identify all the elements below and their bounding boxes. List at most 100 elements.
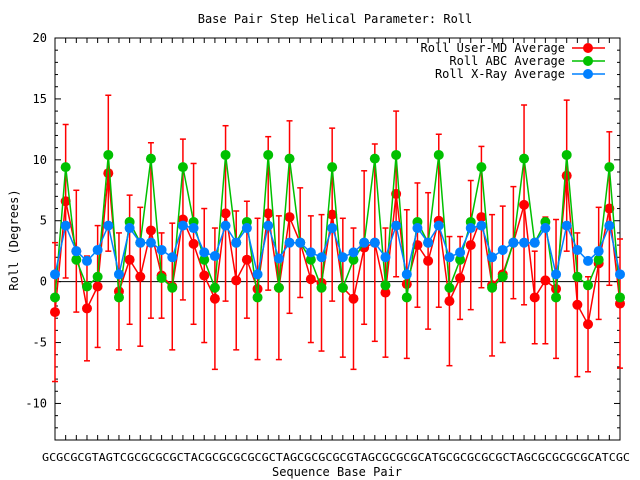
data-point xyxy=(583,319,594,330)
data-point xyxy=(284,212,295,223)
data-point xyxy=(519,153,530,164)
data-point xyxy=(444,296,455,307)
data-point xyxy=(220,208,231,219)
data-point xyxy=(209,293,220,304)
data-point xyxy=(455,272,466,283)
data-point xyxy=(369,153,380,164)
data-point xyxy=(92,271,103,282)
chart-title: Base Pair Step Helical Parameter: Roll xyxy=(198,12,473,26)
data-point xyxy=(529,292,540,303)
data-point xyxy=(60,162,71,173)
data-point xyxy=(188,223,199,234)
data-point xyxy=(583,280,594,291)
data-point xyxy=(433,220,444,231)
data-point xyxy=(561,220,572,231)
data-point xyxy=(455,247,466,258)
data-point xyxy=(135,271,146,282)
data-point xyxy=(551,269,562,280)
data-point xyxy=(145,225,156,236)
data-point xyxy=(444,252,455,263)
data-point xyxy=(92,244,103,255)
data-point xyxy=(113,269,124,280)
data-point xyxy=(391,220,402,231)
series-3 xyxy=(50,220,625,280)
data-point xyxy=(572,299,583,310)
data-point xyxy=(572,271,583,282)
x-ticks-group xyxy=(54,38,621,440)
data-point xyxy=(220,220,231,231)
data-point xyxy=(519,199,530,210)
data-point xyxy=(103,149,114,160)
data-point xyxy=(337,252,348,263)
data-point xyxy=(305,254,316,265)
data-point xyxy=(348,293,359,304)
data-point xyxy=(295,237,306,248)
y-tick-label: 0 xyxy=(40,275,47,289)
legend-swatch-point xyxy=(583,43,593,53)
data-point xyxy=(145,237,156,248)
data-point xyxy=(529,237,540,248)
y-tick-label: -5 xyxy=(33,336,47,350)
data-point xyxy=(401,269,412,280)
data-point xyxy=(177,220,188,231)
series-line xyxy=(54,154,621,298)
data-point xyxy=(263,208,274,219)
data-point xyxy=(476,220,487,231)
data-point xyxy=(241,223,252,234)
data-point xyxy=(92,281,103,292)
data-point xyxy=(583,255,594,266)
y-tick-label: 15 xyxy=(33,92,47,106)
legend-swatch-point xyxy=(583,56,593,66)
data-point xyxy=(327,162,338,173)
data-point xyxy=(327,209,338,220)
data-point xyxy=(284,237,295,248)
y-axis-label: Roll (Degrees) xyxy=(7,189,21,290)
data-point xyxy=(188,238,199,249)
data-point xyxy=(593,246,604,257)
data-point xyxy=(167,282,178,293)
data-point xyxy=(476,212,487,223)
data-point xyxy=(561,149,572,160)
data-point xyxy=(348,247,359,258)
data-point xyxy=(519,237,530,248)
data-point xyxy=(71,254,82,265)
data-point xyxy=(348,254,359,265)
data-point xyxy=(412,223,423,234)
data-point xyxy=(401,292,412,303)
y-tick-label: 10 xyxy=(33,153,47,167)
data-point xyxy=(199,247,210,258)
data-point xyxy=(177,162,188,173)
data-point xyxy=(337,282,348,293)
data-point xyxy=(167,252,178,263)
data-point xyxy=(465,223,476,234)
y-tick-label: -10 xyxy=(25,396,47,410)
data-point xyxy=(50,307,60,318)
y-tick-label: 20 xyxy=(33,31,47,45)
data-point xyxy=(113,292,124,303)
series-group xyxy=(50,94,625,383)
data-point xyxy=(220,149,231,160)
data-point xyxy=(156,272,167,283)
y-tick-label: 5 xyxy=(40,214,47,228)
data-point xyxy=(263,220,274,231)
data-point xyxy=(60,220,71,231)
data-point xyxy=(209,251,220,262)
data-point xyxy=(103,220,114,231)
data-point xyxy=(380,287,391,298)
data-point xyxy=(615,269,625,280)
data-point xyxy=(444,282,455,293)
data-point xyxy=(380,280,391,291)
data-point xyxy=(252,269,263,280)
y-ticks-group: -10 -5 0 5 10 15 20 xyxy=(25,31,620,429)
data-point xyxy=(604,162,615,173)
data-point xyxy=(241,254,252,265)
data-point xyxy=(135,237,146,248)
data-point xyxy=(455,254,466,265)
data-point xyxy=(252,292,263,303)
data-point xyxy=(81,255,92,266)
data-point xyxy=(359,237,370,248)
data-point xyxy=(423,255,434,266)
data-point xyxy=(561,170,572,181)
